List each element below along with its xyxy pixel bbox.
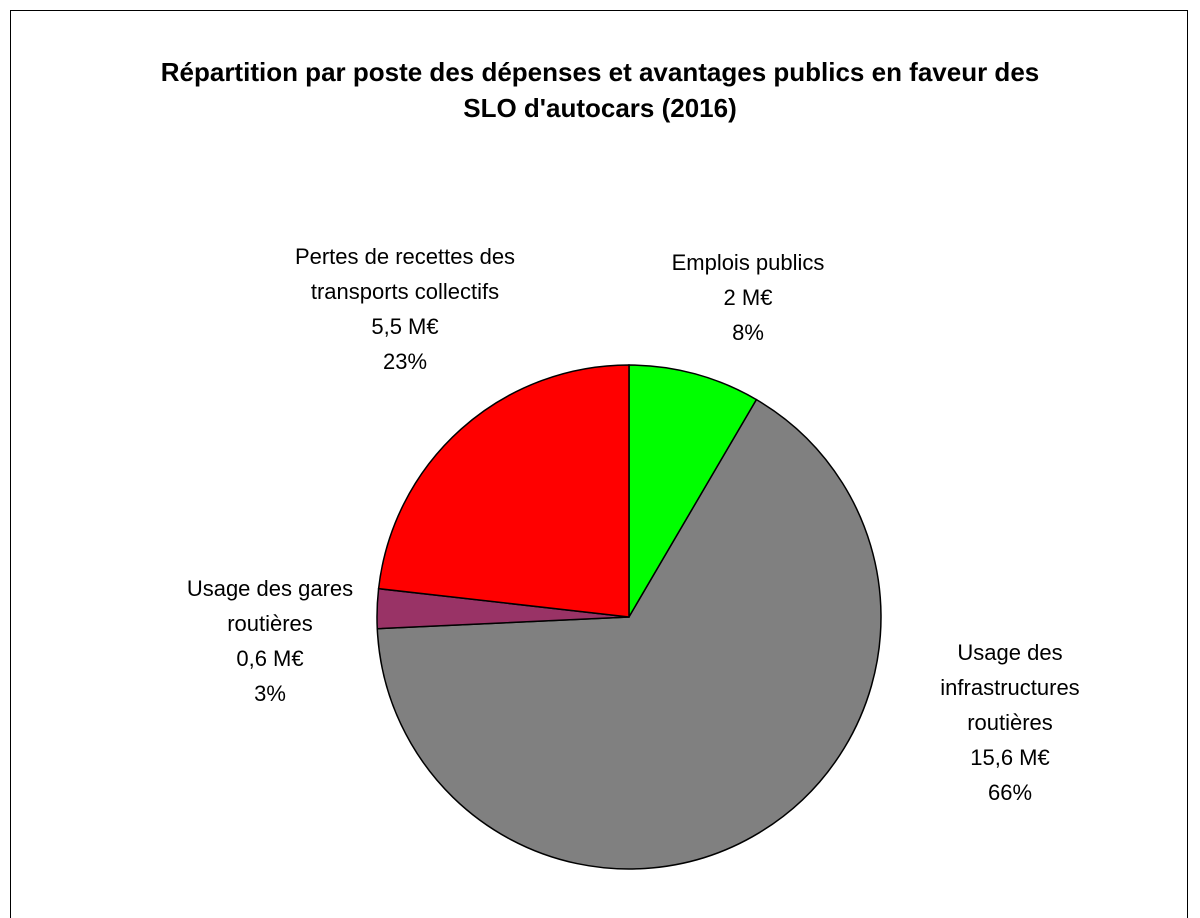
percent-label: 8% bbox=[732, 320, 764, 345]
pie-slice bbox=[628, 364, 758, 620]
slice-label: Usage des infrastructures routières 15,6 … bbox=[920, 635, 1100, 810]
chart-frame bbox=[10, 10, 1188, 918]
chart-title: Répartition par poste des dépenses et av… bbox=[160, 57, 1040, 123]
category-label: Emplois publics bbox=[671, 250, 825, 275]
percent-label: 23% bbox=[382, 349, 428, 374]
value-label: 5,5 M€ bbox=[371, 314, 439, 339]
category-label: Usage des infrastructures routières bbox=[940, 640, 1080, 735]
value-label: 15,6 M€ bbox=[970, 745, 1050, 770]
percent-label: 3% bbox=[254, 681, 286, 706]
slice-label: Usage des gares routières 0,6 M€ 3% bbox=[155, 571, 385, 711]
percent-label: 66% bbox=[987, 780, 1033, 805]
pie-slice bbox=[377, 364, 630, 618]
slice-label: Emplois publics 2 M€ 8% bbox=[638, 245, 858, 350]
value-label: 2 M€ bbox=[723, 285, 773, 310]
category-label: Usage des gares routières bbox=[186, 576, 354, 636]
pie-slice bbox=[376, 398, 882, 870]
slice-label: Pertes de recettes des transports collec… bbox=[285, 239, 525, 379]
value-label: 0,6 M€ bbox=[236, 646, 304, 671]
category-label: Pertes de recettes des transports collec… bbox=[294, 244, 516, 304]
